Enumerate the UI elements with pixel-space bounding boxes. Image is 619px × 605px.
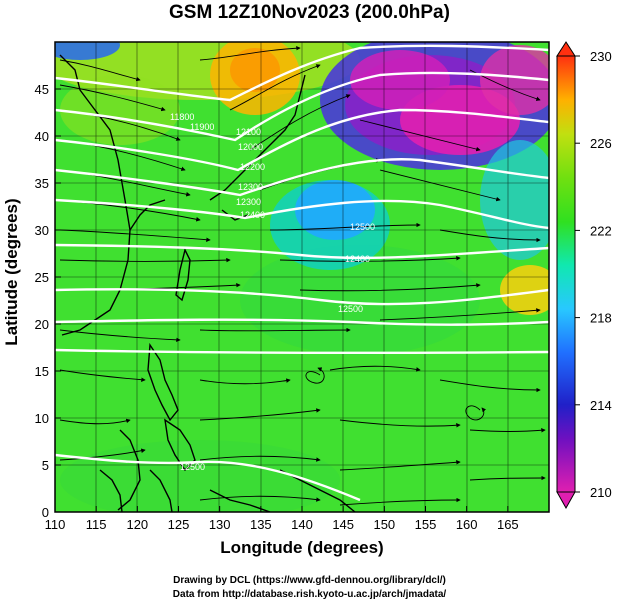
y-tick-label: 45 (35, 82, 49, 97)
temperature-field: 11800 12000 12200 12400 12500 12300 1210… (55, 42, 549, 512)
y-tick-label: 25 (35, 270, 49, 285)
contour-label: 11800 (170, 112, 194, 122)
contour-label: 12200 (240, 162, 265, 172)
colorbar-bottom-arrow (556, 491, 576, 510)
y-tick-label: 30 (35, 223, 49, 238)
contour-label: 12500 (338, 304, 363, 314)
y-axis-ticks: 0 5 10 15 20 25 30 35 40 45 (35, 82, 61, 520)
y-tick-label: 0 (42, 505, 49, 520)
contour-label: 12000 (238, 142, 263, 152)
colorbar-tick-label: 214 (590, 398, 612, 413)
y-tick-label: 35 (35, 176, 49, 191)
contour-label: 12300 (238, 182, 263, 192)
contour-label: 12500 (180, 462, 205, 472)
x-tick-label: 150 (373, 517, 395, 532)
y-tick-label: 40 (35, 129, 49, 144)
x-tick-label: 120 (126, 517, 148, 532)
contour-label: 12400 (240, 210, 265, 220)
x-tick-label: 165 (497, 517, 519, 532)
x-tick-label: 110 (45, 517, 66, 532)
x-tick-label: 160 (456, 517, 478, 532)
x-tick-label: 115 (86, 517, 107, 532)
colorbar-tick-label: 210 (590, 485, 612, 500)
colorbar-top-arrow (556, 41, 576, 57)
y-tick-label: 10 (35, 411, 49, 426)
contour-label: 12500 (350, 222, 375, 232)
x-tick-label: 130 (209, 517, 231, 532)
x-tick-label: 155 (415, 517, 437, 532)
coastlines (59, 54, 356, 512)
contour-label: 12400 (345, 254, 370, 264)
x-tick-label: 145 (332, 517, 354, 532)
colorbar: 210 214 218 222 226 230 (556, 41, 612, 510)
credit-drawing: Drawing by DCL (https://www.gfd-dennou.o… (173, 575, 446, 586)
colorbar-tick-label: 230 (590, 49, 612, 64)
contour-label: 11900 (190, 122, 214, 132)
wind-streamlines (59, 45, 546, 506)
x-axis-ticks: 110 115 120 125 130 135 140 145 150 155 160 165 (45, 506, 519, 532)
y-tick-label: 5 (42, 458, 49, 473)
x-axis-label: Longitude (degrees) (220, 538, 384, 557)
colorbar-tick-label: 226 (590, 136, 612, 151)
colorbar-tick-label: 218 (590, 311, 612, 326)
x-tick-label: 135 (250, 517, 272, 532)
credit-data: Data from http://database.rish.kyoto-u.a… (172, 589, 447, 600)
colorbar-ticks: 210 214 218 222 226 230 (575, 49, 612, 500)
map-title: GSM 12Z10Nov2023 (200.0hPa) (169, 2, 450, 23)
y-tick-label: 15 (35, 364, 49, 379)
x-tick-label: 125 (168, 517, 190, 532)
y-tick-label: 20 (35, 317, 49, 332)
height-contours (55, 44, 549, 502)
contour-labels: 11800 12000 12200 12400 12500 12300 1210… (170, 112, 375, 472)
contour-label: 12100 (236, 127, 261, 137)
colorbar-tick-label: 222 (590, 223, 612, 238)
y-axis-label: Latitude (degrees) (2, 198, 21, 346)
colorbar-scale (556, 55, 576, 493)
x-tick-label: 140 (291, 517, 313, 532)
contour-label: 12300 (236, 197, 261, 207)
